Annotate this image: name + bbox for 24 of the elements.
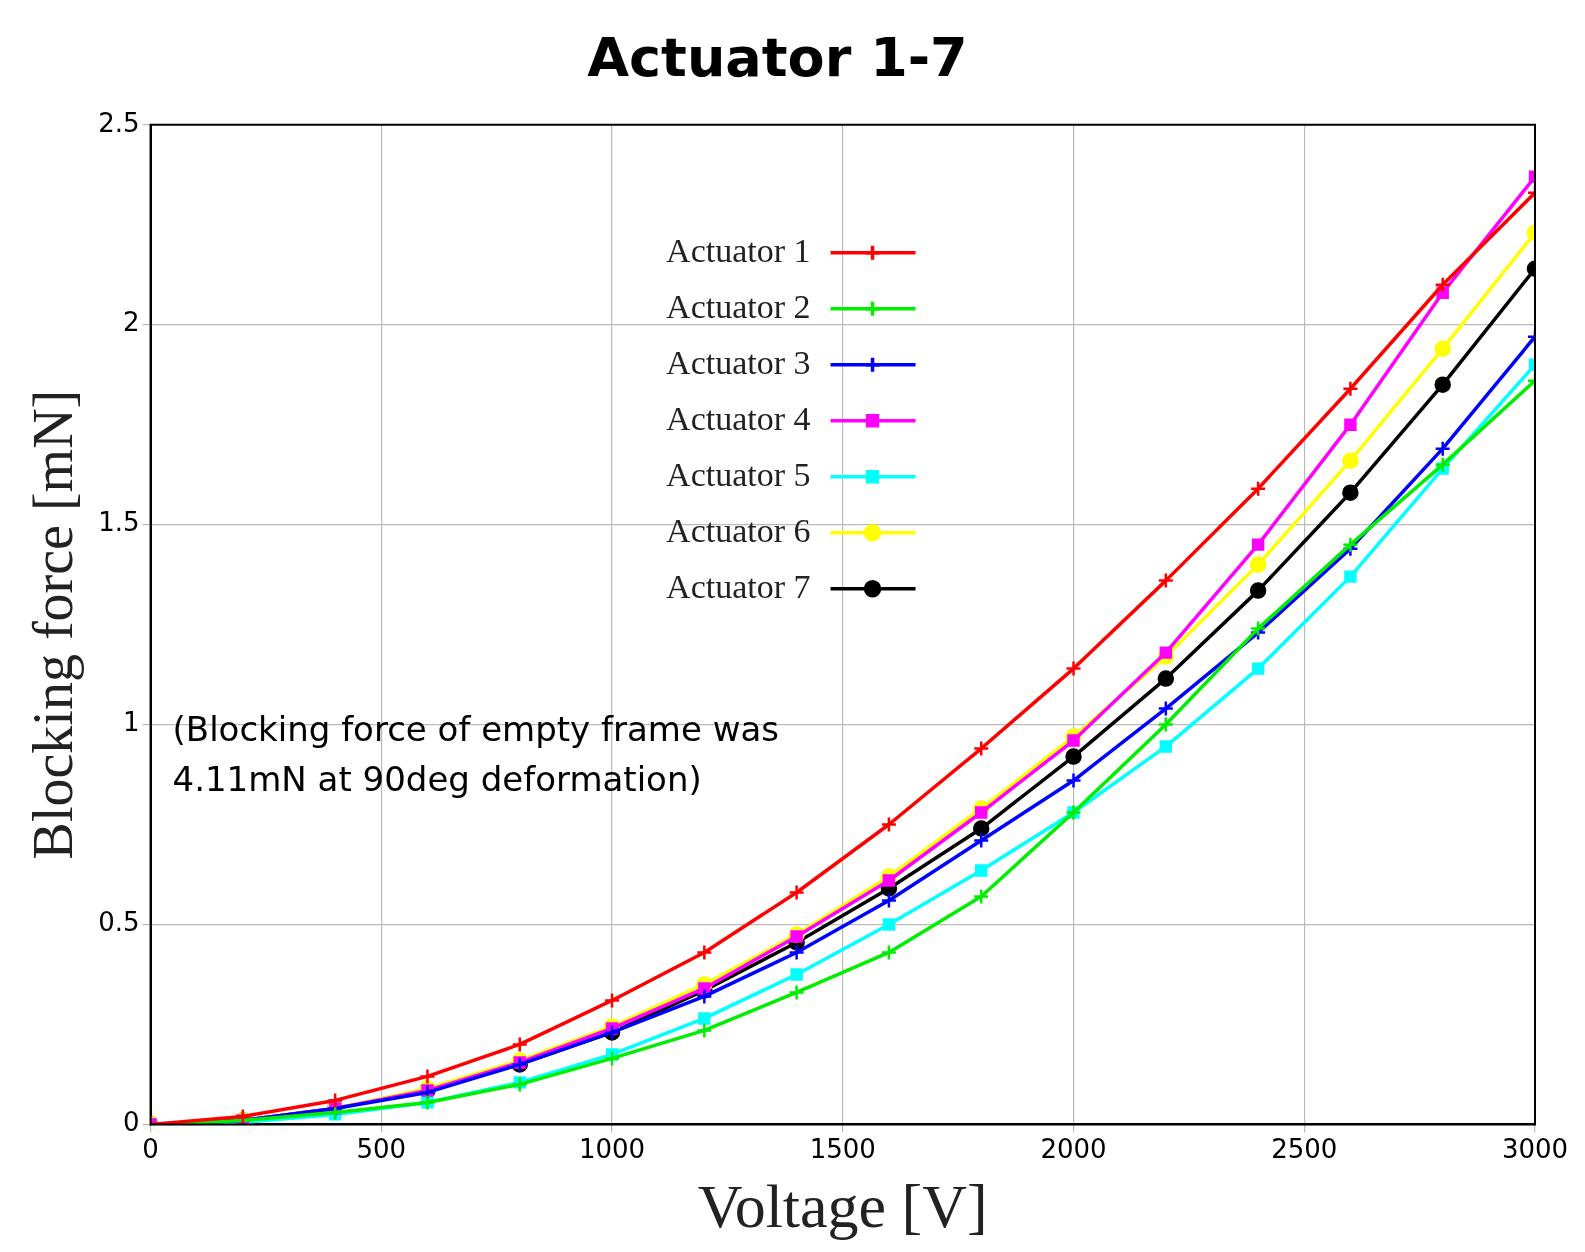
x-tick-label: 1500 (809, 1133, 876, 1164)
x-axis-title: Voltage [V] (697, 1172, 988, 1241)
x-tick-label: 2000 (1040, 1133, 1107, 1164)
legend-label: Actuator 2 (666, 287, 811, 325)
legend-label: Actuator 4 (666, 399, 811, 437)
x-tick-label: 1000 (578, 1133, 646, 1164)
x-tick-label: 2500 (1271, 1133, 1338, 1164)
y-tick-label: 2 (123, 307, 140, 338)
y-axis-title: Blocking force [mN] (22, 389, 85, 860)
y-tick-label: 0 (123, 1107, 140, 1138)
legend-label: Actuator 7 (666, 567, 811, 605)
annotation: (Blocking force of empty frame was 4.11mN at 90deg deformation) (172, 709, 780, 800)
x-tick-label: 3000 (1501, 1133, 1569, 1164)
legend-label: Actuator 6 (666, 511, 811, 549)
y-tick-label: 1.5 (98, 507, 140, 538)
legend-label: Actuator 1 (666, 231, 811, 269)
legend-label: Actuator 5 (666, 455, 811, 493)
x-tick-label: 500 (356, 1133, 407, 1164)
chart-title: Actuator 1-7 (587, 26, 968, 90)
y-tick-label: 2.5 (98, 107, 140, 138)
x-tick-label: 0 (142, 1133, 159, 1164)
legend-label: Actuator 3 (666, 343, 811, 381)
y-tick-label: 0.5 (98, 907, 140, 938)
y-tick-label: 1 (123, 707, 140, 738)
